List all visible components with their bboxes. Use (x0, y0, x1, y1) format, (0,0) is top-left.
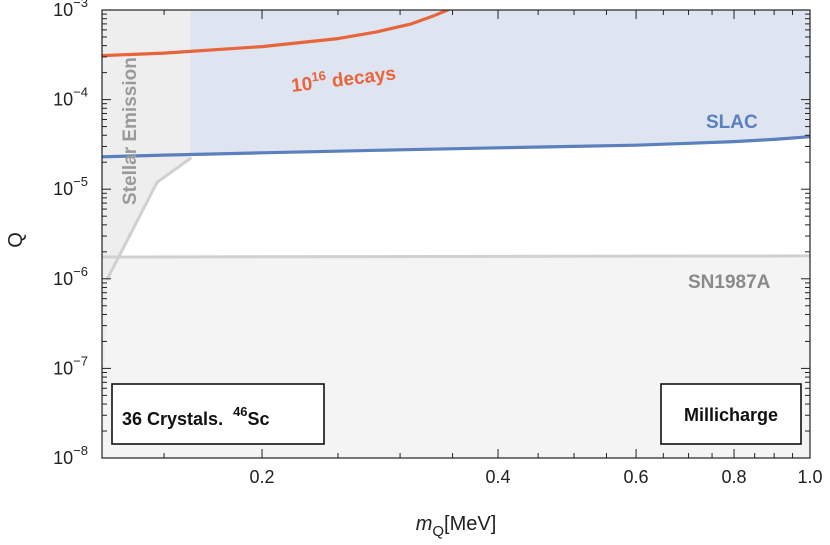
plot-frame (101, 9, 811, 459)
label-box-crystals-exp: 46 (233, 404, 247, 419)
annotation-decays-exp: 16 (311, 68, 327, 85)
y-tick-label-exp: −7 (73, 353, 88, 368)
shaded-regions (102, 10, 810, 458)
y-tick-label: 10−8 (53, 443, 88, 468)
y-tick-label-exp: −5 (73, 174, 88, 189)
annotation-decays-base: 10 (290, 74, 314, 97)
label-box-crystals: 36 Crystals. 46Sc (111, 383, 325, 445)
y-axis-label: Q (5, 232, 27, 248)
annotation-slac: SLAC (706, 112, 758, 133)
y-tick-label: 10−3 (53, 0, 88, 20)
y-tick-label: 10−6 (53, 264, 88, 289)
series-curves (102, 10, 810, 281)
x-axis-label-sub: Q (432, 523, 444, 540)
y-tick-label: 10−4 (53, 85, 88, 110)
x-axis-label-main: m (416, 513, 433, 535)
curve-10-16-decays (102, 10, 450, 58)
y-tick-label: 10−7 (53, 353, 88, 378)
label-box-millicharge-text: Millicharge (684, 405, 778, 425)
label-box-crystals-pre: 36 Crystals. (122, 409, 233, 429)
curve-stellar-emission (105, 157, 192, 281)
y-tick-label-base: 10 (53, 0, 73, 20)
y-tick-label-base: 10 (53, 358, 73, 378)
region-slac (102, 10, 810, 157)
y-tick-label-base: 10 (53, 90, 73, 110)
x-tick-label: 0.4 (486, 467, 511, 487)
curve-sn1987a (102, 254, 810, 259)
label-box-millicharge-frame (660, 383, 802, 445)
label-box-crystals-rest: Sc (248, 409, 270, 429)
y-tick-label-base: 10 (53, 269, 73, 289)
curve-slac (102, 135, 810, 159)
y-tick-label-exp: −8 (73, 443, 88, 458)
region-stellar-emission (102, 10, 191, 458)
label-box-millicharge: Millicharge (660, 383, 802, 445)
label-box-crystals-text: 36 Crystals. 46Sc (122, 404, 270, 429)
tick-labels: 0.2 0.4 0.6 0.8 1.010−810−710−610−510−410−3 (53, 0, 822, 487)
label-box-crystals-frame (111, 383, 325, 445)
axis-ticks (102, 9, 811, 459)
annotation-sn1987a: SN1987A (688, 272, 771, 293)
y-tick-label-exp: −4 (73, 85, 88, 100)
x-tick-label: 0.8 (722, 467, 747, 487)
y-tick-label-exp: −3 (73, 0, 88, 10)
x-axis-label: mQ[MeV] (416, 513, 497, 540)
y-tick-label-base: 10 (53, 448, 73, 468)
x-tick-label: 0.2 (250, 467, 275, 487)
x-axis-label-unit: [MeV] (444, 513, 496, 535)
y-tick-label-base: 10 (53, 179, 73, 199)
y-tick-label-exp: −6 (73, 264, 88, 279)
x-tick-label: 0.6 (624, 467, 649, 487)
x-tick-label: 1.0 (797, 467, 822, 487)
y-tick-label: 10−5 (53, 174, 88, 199)
annotation-stellar-emission: Stellar Emission (120, 57, 141, 205)
